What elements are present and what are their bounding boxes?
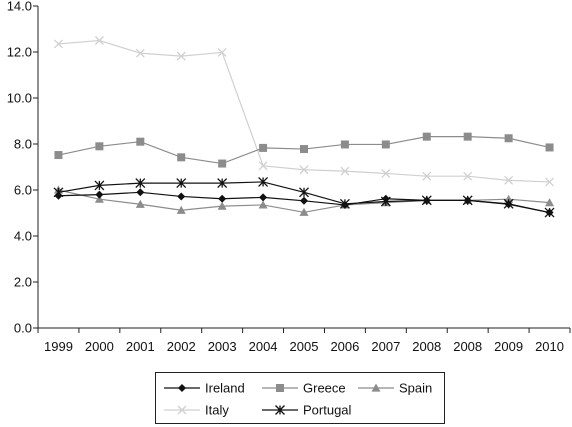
legend-item-italy: Italy [164,403,229,418]
data-point-italy [94,36,104,45]
data-point-spain [135,199,145,208]
data-point-spain [299,207,309,216]
data-point-ireland [422,196,431,205]
legend-item-greece: Greece [262,381,346,396]
legend-box [155,372,445,424]
series-ireland [54,188,554,217]
data-point-ireland [340,200,349,209]
y-tick-label: 14.0 [7,0,32,14]
data-point-italy [463,171,473,181]
data-point-italy [217,48,227,57]
x-tick-label: 1999 [44,339,73,354]
legend-item-spain: Spain [358,381,432,396]
data-point-spain [176,205,186,214]
x-tick-label: 2008 [453,339,482,354]
data-point-italy [258,161,268,171]
data-point-spain [258,200,268,209]
x-tick-label: 2007 [371,339,400,354]
data-point-italy [422,171,432,181]
series-greece [54,132,554,168]
data-point-greece [463,132,472,141]
y-tick-label: 10.0 [7,91,32,106]
data-point-greece [381,140,390,149]
data-point-portugal [299,187,309,198]
data-point-spain [94,194,104,203]
legend-marker-spain [371,383,381,392]
data-point-greece [177,153,186,162]
data-point-italy [176,51,186,61]
legend-item-portugal: Portugal [262,403,352,418]
data-point-spain [545,198,555,207]
data-point-greece [504,134,513,143]
data-point-italy [135,48,145,58]
data-point-greece [54,151,63,160]
data-point-portugal [217,178,228,189]
data-point-ireland [545,208,554,217]
y-tick-label: 8.0 [14,137,32,152]
x-tick-label: 2004 [249,339,278,354]
x-tick-label: 2005 [290,339,319,354]
data-point-italy [545,177,554,187]
data-point-greece [340,140,349,149]
data-point-ireland [300,196,308,205]
data-point-ireland [463,196,472,205]
data-point-ireland [218,194,227,203]
data-point-greece [422,132,431,141]
legend-label-portugal: Portugal [303,403,352,418]
data-point-ireland [177,192,186,201]
x-tick-label: 2010 [535,339,564,354]
data-point-greece [136,137,145,146]
legend-marker-greece [276,384,284,392]
y-tick-label: 0.0 [14,321,32,336]
legend: Ireland Greece Spain Italy Portugal [155,372,445,424]
legend-label-greece: Greece [303,381,346,396]
legend-label-ireland: Ireland [205,381,245,396]
data-point-ireland [95,190,104,199]
data-point-italy [299,165,309,175]
data-point-greece [218,159,227,168]
data-point-greece [259,143,268,152]
data-point-greece [545,143,554,152]
legend-marker-ireland [178,384,186,392]
data-point-greece [300,145,308,154]
y-tick-label: 2.0 [14,275,32,290]
x-tick-label: 2006 [330,339,359,354]
data-point-ireland [54,191,63,200]
data-point-ireland [504,200,513,209]
data-point-ireland [259,193,268,202]
legend-label-spain: Spain [399,381,432,396]
data-point-portugal [135,178,146,189]
x-tick-label: 2008 [412,339,441,354]
data-point-greece [95,142,104,151]
data-point-italy [54,39,63,49]
x-tick-label: 2003 [208,339,237,354]
axes: 0.0 2.0 4.0 6.0 8.0 10.0 12.0 14.0 1999 2000 2001 2… [7,0,571,354]
data-point-italy [381,168,391,178]
data-point-spain [217,201,227,210]
legend-marker-italy [177,405,187,415]
legend-item-ireland: Ireland [164,381,245,396]
data-point-italy [340,166,350,176]
legend-marker-portugal [275,405,285,415]
legend-label-italy: Italy [205,403,229,418]
y-tick-label: 6.0 [14,183,32,198]
data-point-portugal [94,180,105,191]
x-tick-label: 2002 [167,339,196,354]
data-point-portugal [258,176,269,187]
data-point-portugal [176,178,187,189]
data-point-italy [504,175,514,185]
x-tick-label: 2000 [85,339,114,354]
series-line-italy [58,39,550,183]
series-italy [54,36,554,187]
data-point-ireland [136,188,145,197]
x-tick-label: 2001 [126,339,155,354]
data-point-ireland [381,194,390,203]
y-tick-label: 4.0 [14,229,32,244]
y-tick-label: 12.0 [7,45,32,60]
x-tick-label: 2009 [494,339,523,354]
